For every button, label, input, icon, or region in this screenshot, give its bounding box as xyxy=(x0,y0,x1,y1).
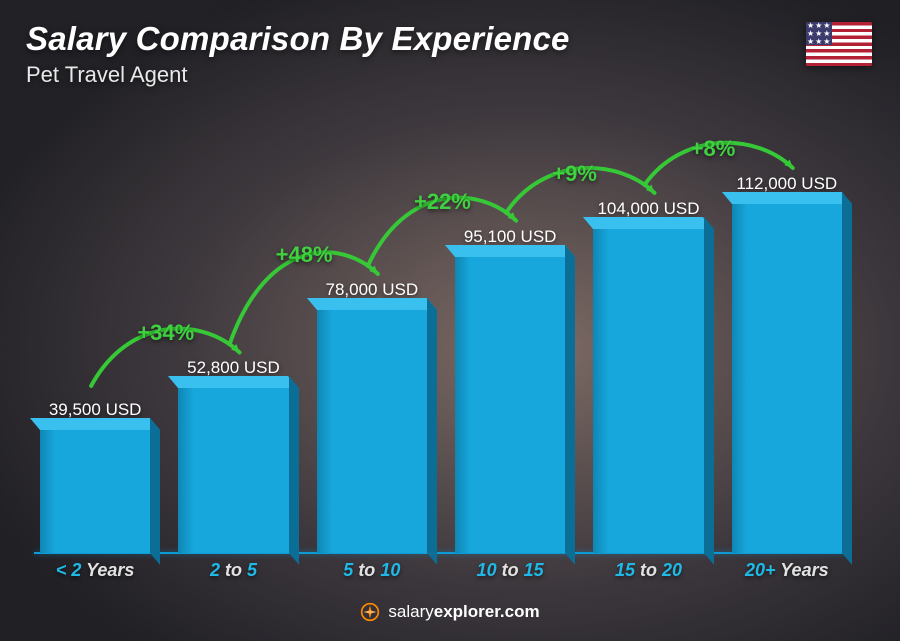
bar xyxy=(593,229,703,553)
bar-value-label: 95,100 USD xyxy=(464,227,557,247)
flag-canton: ★★★★★★★★★ xyxy=(806,22,832,45)
bar-slot: 112,000 USD xyxy=(732,174,842,553)
bar xyxy=(317,310,427,553)
flag-us-icon: ★★★★★★★★★ xyxy=(806,22,872,66)
bar-slot: 52,800 USD xyxy=(178,358,288,553)
header: Salary Comparison By Experience Pet Trav… xyxy=(26,20,570,88)
bar xyxy=(40,430,150,553)
bar-value-label: 112,000 USD xyxy=(736,174,837,194)
bar-slot: 95,100 USD xyxy=(455,227,565,553)
bar xyxy=(455,257,565,553)
page-subtitle: Pet Travel Agent xyxy=(26,62,570,88)
x-tick: 20+ Years xyxy=(732,560,842,581)
x-tick: 5 to 10 xyxy=(317,560,427,581)
footer: salaryexplorer.com xyxy=(0,602,900,627)
brand-post: explorer.com xyxy=(434,602,540,621)
x-tick: 15 to 20 xyxy=(593,560,703,581)
bar xyxy=(178,388,288,553)
bar-slot: 104,000 USD xyxy=(593,199,703,553)
x-tick: < 2 Years xyxy=(40,560,150,581)
bar-value-label: 39,500 USD xyxy=(49,400,142,420)
bars-container: 39,500 USD 52,800 USD 78,000 USD 95,100 USD… xyxy=(40,120,842,553)
page-title: Salary Comparison By Experience xyxy=(26,20,570,58)
bar-slot: 78,000 USD xyxy=(317,280,427,553)
brand-text: salaryexplorer.com xyxy=(388,602,539,622)
x-axis: < 2 Years 2 to 5 5 to 10 10 to 15 15 to 20 20… xyxy=(40,560,842,581)
brand: salaryexplorer.com xyxy=(360,602,539,622)
compass-icon xyxy=(360,602,380,622)
bar-slot: 39,500 USD xyxy=(40,400,150,553)
bar-value-label: 104,000 USD xyxy=(597,199,699,219)
infographic-stage: Salary Comparison By Experience Pet Trav… xyxy=(0,0,900,641)
bar-chart: 39,500 USD 52,800 USD 78,000 USD 95,100 USD… xyxy=(40,120,842,577)
x-tick: 10 to 15 xyxy=(455,560,565,581)
x-tick: 2 to 5 xyxy=(178,560,288,581)
bar xyxy=(732,204,842,553)
brand-pre: salary xyxy=(388,602,433,621)
bar-value-label: 78,000 USD xyxy=(326,280,419,300)
